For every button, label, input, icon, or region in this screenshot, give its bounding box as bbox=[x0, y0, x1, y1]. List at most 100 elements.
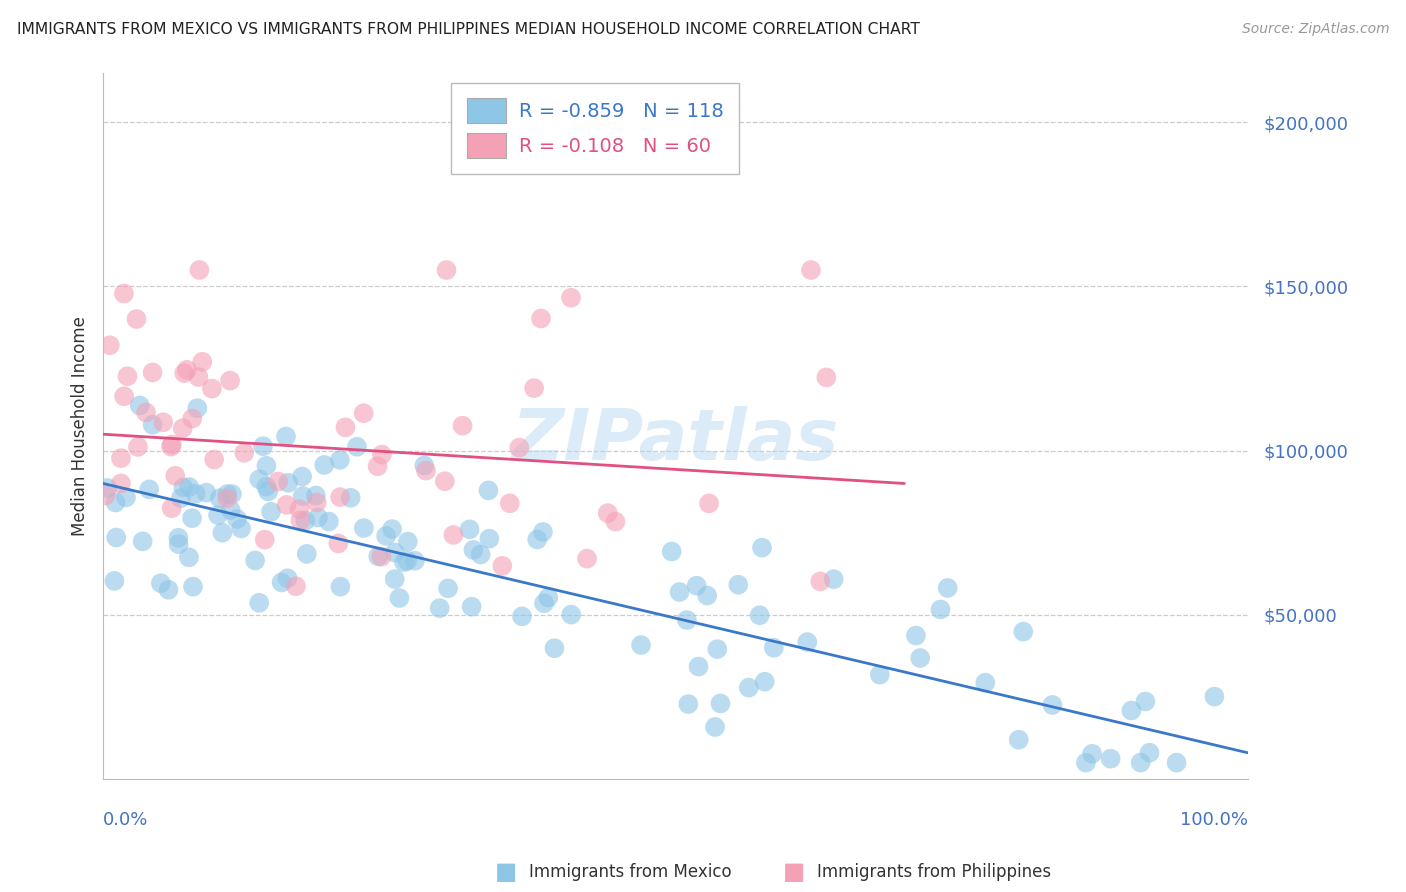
Point bbox=[149, 576, 172, 591]
Point bbox=[675, 613, 697, 627]
Point bbox=[142, 366, 165, 380]
Point bbox=[335, 420, 357, 434]
Point bbox=[441, 528, 464, 542]
Point bbox=[181, 511, 204, 525]
Point bbox=[219, 503, 242, 517]
Point bbox=[187, 370, 209, 384]
Point bbox=[738, 681, 761, 695]
Point bbox=[470, 548, 492, 562]
Point bbox=[908, 651, 931, 665]
Point bbox=[172, 480, 194, 494]
Point bbox=[329, 580, 352, 594]
Point bbox=[384, 572, 406, 586]
Point bbox=[329, 453, 352, 467]
Point bbox=[491, 558, 513, 573]
Point bbox=[800, 263, 823, 277]
Point bbox=[295, 547, 318, 561]
Point bbox=[314, 458, 336, 472]
Point bbox=[270, 575, 292, 590]
Point bbox=[1074, 756, 1097, 770]
Point bbox=[869, 667, 891, 681]
Point bbox=[576, 551, 599, 566]
Point bbox=[381, 522, 404, 536]
Point bbox=[254, 480, 277, 494]
Point bbox=[233, 446, 256, 460]
Point bbox=[229, 521, 252, 535]
Point bbox=[823, 572, 845, 586]
Point bbox=[523, 381, 546, 395]
Point bbox=[661, 544, 683, 558]
Point bbox=[96, 481, 118, 495]
Point bbox=[125, 312, 148, 326]
Point bbox=[103, 574, 125, 588]
Point bbox=[353, 406, 375, 420]
Point bbox=[499, 496, 522, 510]
Point bbox=[131, 534, 153, 549]
Point bbox=[160, 440, 183, 454]
Point bbox=[170, 491, 193, 506]
Point bbox=[291, 489, 314, 503]
Point bbox=[117, 369, 139, 384]
Point bbox=[211, 525, 233, 540]
Point bbox=[696, 589, 718, 603]
Point bbox=[219, 374, 242, 388]
Point bbox=[392, 555, 415, 569]
Point bbox=[543, 641, 565, 656]
Point bbox=[1012, 624, 1035, 639]
Point bbox=[112, 286, 135, 301]
Point bbox=[936, 581, 959, 595]
Point bbox=[260, 505, 283, 519]
Point bbox=[751, 541, 773, 555]
Point bbox=[173, 366, 195, 380]
Point bbox=[94, 488, 117, 502]
Y-axis label: Median Household Income: Median Household Income bbox=[72, 316, 89, 536]
Point bbox=[630, 638, 652, 652]
Point bbox=[138, 483, 160, 497]
Point bbox=[254, 458, 277, 473]
Text: ■: ■ bbox=[495, 861, 517, 884]
Point bbox=[318, 515, 340, 529]
Point bbox=[460, 599, 482, 614]
Point bbox=[165, 468, 187, 483]
Point bbox=[1204, 690, 1226, 704]
Point bbox=[152, 415, 174, 429]
Point bbox=[181, 580, 204, 594]
Point bbox=[478, 532, 501, 546]
Point bbox=[274, 429, 297, 443]
Point bbox=[796, 635, 818, 649]
Point bbox=[208, 491, 231, 506]
Point bbox=[508, 441, 530, 455]
Point bbox=[291, 469, 314, 483]
Point bbox=[294, 514, 316, 528]
Point bbox=[688, 659, 710, 673]
Point bbox=[762, 640, 785, 655]
Point bbox=[339, 491, 361, 505]
Point bbox=[415, 464, 437, 478]
Point bbox=[353, 521, 375, 535]
Point bbox=[267, 475, 290, 489]
Text: ZIPatlas: ZIPatlas bbox=[512, 406, 839, 475]
Text: ■: ■ bbox=[783, 861, 806, 884]
Point bbox=[160, 501, 183, 516]
Point bbox=[367, 549, 389, 564]
Point bbox=[172, 421, 194, 435]
Point bbox=[531, 524, 554, 539]
Point bbox=[748, 608, 770, 623]
Point bbox=[709, 697, 731, 711]
Legend: R = -0.859   N = 118, R = -0.108   N = 60: R = -0.859 N = 118, R = -0.108 N = 60 bbox=[451, 83, 740, 174]
Point bbox=[112, 389, 135, 403]
Text: 0.0%: 0.0% bbox=[103, 811, 149, 829]
Point bbox=[290, 513, 312, 527]
Point bbox=[277, 475, 299, 490]
Point bbox=[668, 585, 690, 599]
Point bbox=[247, 596, 270, 610]
Point bbox=[904, 629, 927, 643]
Point bbox=[477, 483, 499, 498]
Point bbox=[510, 609, 533, 624]
Point bbox=[1099, 752, 1122, 766]
Point bbox=[560, 291, 582, 305]
Point bbox=[1121, 704, 1143, 718]
Point bbox=[285, 579, 308, 593]
Point bbox=[1008, 732, 1031, 747]
Point bbox=[98, 338, 121, 352]
